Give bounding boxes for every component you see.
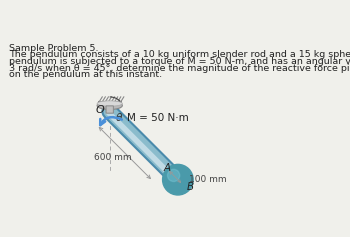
Ellipse shape xyxy=(97,101,122,109)
Text: The pendulum consists of a 10 kg uniform slender rod and a 15 kg sphere. If: The pendulum consists of a 10 kg uniform… xyxy=(9,50,350,59)
Text: Sample Problem 5.: Sample Problem 5. xyxy=(9,44,99,53)
Ellipse shape xyxy=(97,101,122,106)
Text: on the pendulum at this instant.: on the pendulum at this instant. xyxy=(9,70,162,79)
Text: O: O xyxy=(95,105,104,115)
FancyBboxPatch shape xyxy=(106,106,113,113)
Text: θ: θ xyxy=(116,113,122,123)
Text: 100 mm: 100 mm xyxy=(189,175,226,184)
Circle shape xyxy=(163,164,193,195)
Circle shape xyxy=(168,169,180,182)
Text: pendulum is subjected to a torque of M = 50 N-m, and has an angular velocity: pendulum is subjected to a torque of M =… xyxy=(9,57,350,66)
Text: 3 rad/s when θ = 45°, determine the magnitude of the reactive force pin O exe: 3 rad/s when θ = 45°, determine the magn… xyxy=(9,64,350,73)
Text: 600 mm: 600 mm xyxy=(94,153,132,162)
Text: M = 50 N·m: M = 50 N·m xyxy=(127,113,189,123)
Text: B: B xyxy=(186,182,194,192)
Text: A: A xyxy=(164,163,171,173)
